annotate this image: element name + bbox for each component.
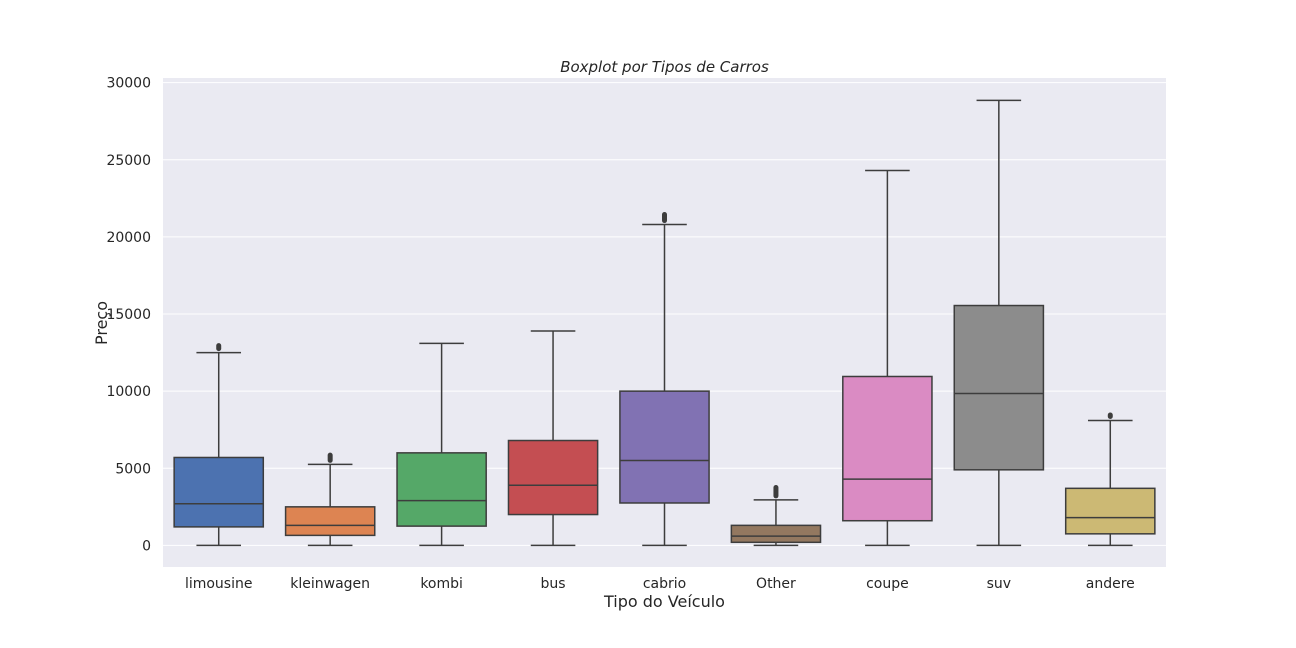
x-tick-label: cabrio (643, 576, 686, 592)
box-bus (507, 330, 599, 547)
y-tick-label: 20000 (106, 230, 151, 246)
y-axis-label: Preço (92, 301, 111, 345)
box-iqr (730, 524, 822, 544)
x-tick-label: Other (756, 576, 796, 592)
box-iqr (619, 390, 710, 504)
x-tick-label: suv (987, 576, 1011, 592)
chart-title: Boxplot por Tipos de Carros (560, 58, 769, 76)
x-axis-label: Tipo do Veículo (603, 592, 725, 611)
y-tick-label: 10000 (106, 384, 151, 400)
box-kleinwagen (284, 452, 376, 547)
box-iqr (396, 452, 487, 527)
box-cabrio (619, 212, 710, 547)
x-tick-label: coupe (866, 576, 909, 592)
box-iqr (507, 439, 599, 516)
box-iqr (284, 506, 376, 537)
x-tick-label: limousine (185, 576, 253, 592)
y-axis: 0 5000 10000 15000 20000 25000 30000 (106, 76, 151, 555)
x-axis: limousine kleinwagen kombi bus cabrio Other co… (185, 576, 1135, 592)
y-tick-label: 0 (142, 538, 151, 554)
y-tick-label: 15000 (106, 307, 151, 323)
box-suv (953, 99, 1045, 547)
y-tick-label: 30000 (106, 76, 151, 92)
box-iqr (953, 304, 1045, 471)
box-kombi (396, 342, 487, 547)
x-tick-label: kombi (420, 576, 463, 592)
box-coupe (842, 169, 933, 547)
y-tick-label: 25000 (106, 153, 151, 169)
box-andere (1064, 412, 1156, 547)
x-tick-label: bus (541, 576, 566, 592)
x-tick-label: kleinwagen (290, 576, 370, 592)
box-iqr (1064, 487, 1156, 535)
box-limousine (173, 343, 265, 547)
box-Other (730, 485, 822, 547)
boxes-group (173, 99, 1156, 547)
box-iqr (842, 375, 933, 522)
box-iqr (173, 456, 265, 528)
x-tick-label: andere (1086, 576, 1135, 592)
y-tick-label: 5000 (115, 461, 151, 477)
